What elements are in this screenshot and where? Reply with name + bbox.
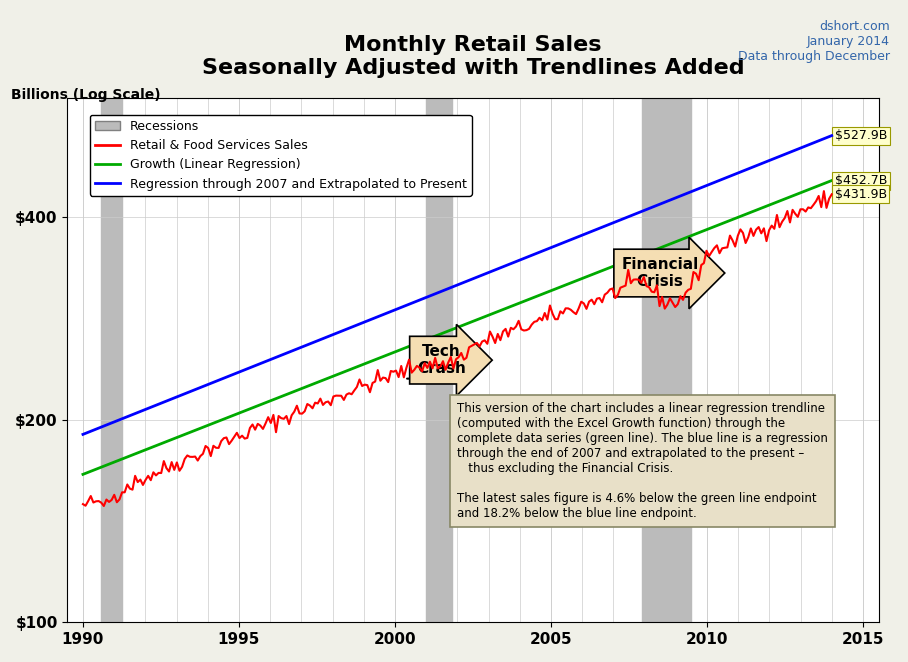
Text: $527.9B: $527.9B xyxy=(834,129,887,142)
Bar xyxy=(642,98,691,622)
Bar xyxy=(101,98,122,622)
Text: $452.7B: $452.7B xyxy=(834,174,887,187)
Text: dshort.com
January 2014
Data through December: dshort.com January 2014 Data through Dec… xyxy=(738,20,890,63)
Text: $431.9B: $431.9B xyxy=(834,188,887,201)
Text: Financial
Crisis: Financial Crisis xyxy=(621,257,699,289)
Legend: Recessions, Retail & Food Services Sales, Growth (Linear Regression), Regression: Recessions, Retail & Food Services Sales… xyxy=(90,115,471,196)
Text: Billions (Log Scale): Billions (Log Scale) xyxy=(11,87,160,102)
Text: This version of the chart includes a linear regression trendline
(computed with : This version of the chart includes a lin… xyxy=(457,402,827,520)
Text: Tech
Crash: Tech Crash xyxy=(418,344,466,377)
Title: Monthly Retail Sales
Seasonally Adjusted with Trendlines Added: Monthly Retail Sales Seasonally Adjusted… xyxy=(202,34,745,77)
Bar xyxy=(426,98,452,622)
